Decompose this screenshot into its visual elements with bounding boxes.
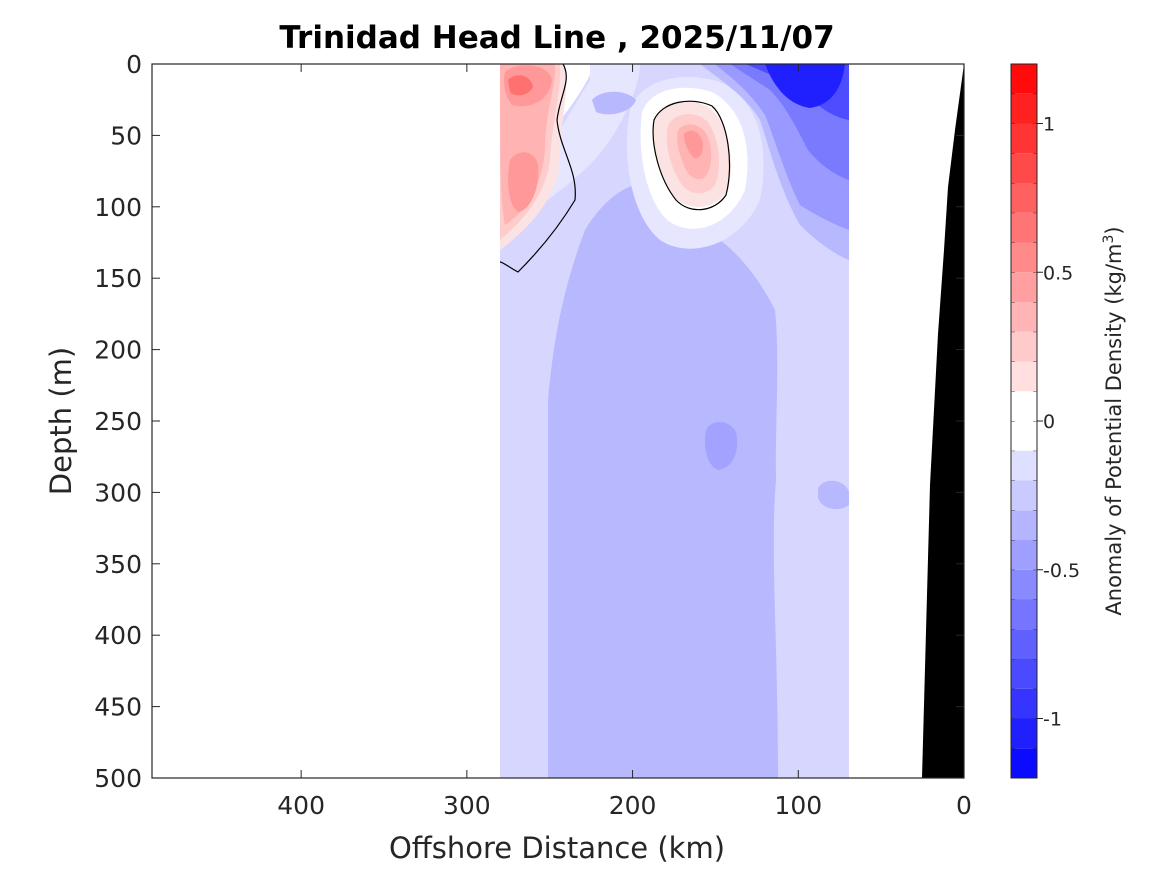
colorbar-label-sup: 3: [1101, 235, 1117, 244]
y-axis-label: Depth (m): [44, 347, 78, 495]
band-m1.1-surface: [765, 64, 845, 108]
y-tick-label: 250: [94, 407, 142, 436]
colorbar-segment: [1011, 391, 1037, 421]
colorbar-segment: [1011, 64, 1037, 94]
x-tick-label: 300: [443, 791, 491, 820]
colorbar-segment: [1011, 688, 1037, 719]
y-tick-label: 200: [94, 336, 142, 365]
x-tick-label: 100: [774, 791, 822, 820]
colorbar-label-main: Anomaly of Potential Density (kg/m: [1102, 244, 1126, 616]
colorbar-segment: [1011, 361, 1037, 392]
colorbar-tick-label: 0.5: [1043, 262, 1073, 284]
colorbar-segment: [1011, 331, 1037, 362]
colorbar-segment: [1011, 123, 1037, 154]
colorbar-label-close: ): [1102, 226, 1126, 234]
band-pos-eddy-0.6: [684, 130, 703, 159]
bathymetry-seafloor: [922, 64, 964, 778]
colorbar-segment: [1011, 183, 1037, 213]
colorbar-segment: [1011, 212, 1037, 243]
band-m0.4-patch-east: [818, 480, 849, 510]
x-axis: 400 300 200 100 0: [277, 64, 972, 820]
x-tick-label: 200: [609, 791, 657, 820]
band-m0.3-patch: [592, 91, 636, 115]
colorbar-segment: [1011, 748, 1037, 778]
colorbar-tick-label: -1: [1043, 709, 1062, 731]
y-tick-label: 50: [110, 121, 142, 150]
y-tick-label: 350: [94, 550, 142, 579]
contour-fill: [500, 64, 849, 778]
colorbar-segment: [1011, 272, 1037, 302]
band-m0.4-patch: [704, 421, 738, 470]
colorbar-segment: [1011, 569, 1037, 600]
colorbar: 1 0.5 0 -0.5 -1: [1010, 63, 1080, 779]
colorbar-segment: [1011, 421, 1037, 451]
y-tick-label: 400: [94, 621, 142, 650]
band-pos-west-0.8: [508, 75, 533, 96]
colorbar-segment: [1011, 93, 1037, 124]
colorbar-segment: [1011, 450, 1037, 481]
colorbar-tick-label: 1: [1043, 114, 1055, 136]
colorbar-segment: [1011, 599, 1037, 630]
y-tick-label: 500: [94, 764, 142, 793]
colorbar-segment: [1011, 718, 1037, 749]
y-axis: 0 50 100 150 200 250 300 350 400 450 500: [94, 50, 964, 793]
colorbar-segment: [1011, 153, 1037, 183]
colorbar-segment: [1011, 540, 1037, 570]
y-tick-label: 0: [126, 50, 142, 79]
x-tick-label: 400: [277, 791, 325, 820]
colorbar-tick-label: -0.5: [1043, 560, 1080, 582]
zero-contour-west: [499, 64, 576, 273]
zero-contour-lines: [499, 64, 731, 273]
y-tick-label: 150: [94, 264, 142, 293]
colorbar-segment: [1011, 242, 1037, 273]
colorbar-segment: [1011, 629, 1037, 659]
colorbar-segment: [1011, 510, 1037, 540]
x-tick-label: 0: [956, 791, 972, 820]
colorbar-label: Anomaly of Potential Density (kg/m3): [1101, 226, 1126, 615]
colorbar-segment: [1011, 480, 1037, 511]
chart-title: Trinidad Head Line , 2025/11/07: [279, 20, 834, 56]
plot-area: [152, 64, 964, 778]
colorbar-segment: [1011, 302, 1037, 332]
x-axis-label: Offshore Distance (km): [389, 831, 725, 865]
band-m0.3-deep: [548, 185, 778, 778]
colorbar-tick-label: 0: [1043, 411, 1055, 433]
band-pos-west-0.5-deep: [508, 152, 539, 212]
zero-contour-eddy: [652, 100, 731, 211]
y-tick-label: 100: [94, 193, 142, 222]
colorbar-segment: [1011, 659, 1037, 689]
y-tick-label: 450: [94, 693, 142, 722]
y-tick-label: 300: [94, 478, 142, 507]
